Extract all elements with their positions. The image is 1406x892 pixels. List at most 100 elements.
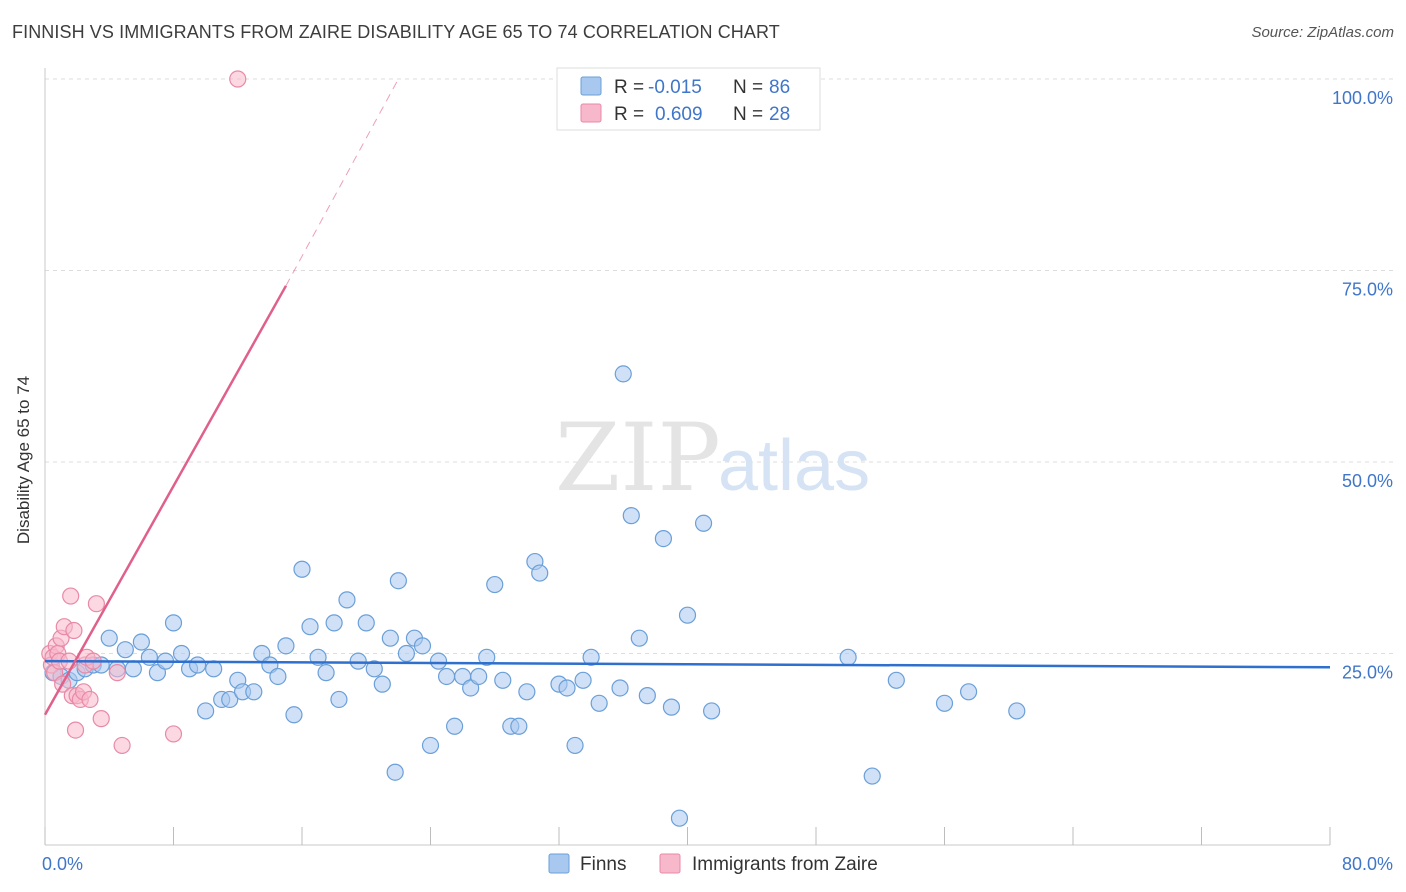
finns-point bbox=[293, 560, 311, 578]
zaire-point bbox=[92, 710, 110, 728]
zaire-point bbox=[81, 690, 99, 709]
legend-finns-r-value: -0.015 bbox=[648, 77, 702, 98]
zaire-point bbox=[65, 621, 83, 640]
finns-trend-line bbox=[44, 659, 1331, 669]
data-points bbox=[41, 70, 1026, 827]
finns-point bbox=[397, 644, 416, 663]
zaire-point bbox=[229, 70, 247, 88]
finns-point bbox=[611, 679, 629, 697]
x-tick-label: 80.0% bbox=[1342, 854, 1393, 874]
finns-point bbox=[518, 683, 536, 701]
finns-point bbox=[317, 664, 335, 682]
finns-point bbox=[221, 690, 239, 709]
finns-point bbox=[373, 675, 391, 693]
finns-point bbox=[301, 618, 319, 636]
bottom-legend-finns: Finns bbox=[580, 854, 626, 875]
bottom-legend-finns-swatch bbox=[548, 853, 570, 874]
chart-title: FINNISH VS IMMIGRANTS FROM ZAIRE DISABIL… bbox=[12, 22, 780, 42]
finns-point bbox=[959, 683, 978, 701]
trend-lines bbox=[43, 78, 1331, 716]
finns-point bbox=[638, 687, 656, 705]
finns-point bbox=[245, 683, 263, 701]
finns-point bbox=[325, 614, 343, 632]
finns-point bbox=[582, 648, 600, 666]
finns-point bbox=[429, 652, 448, 670]
bottom-legend-zaire-swatch bbox=[659, 853, 681, 874]
finns-point bbox=[478, 648, 496, 666]
zaire-trend-line bbox=[43, 285, 288, 716]
finns-point bbox=[622, 507, 640, 525]
legend-finns-n-value: 86 bbox=[769, 77, 790, 98]
y-tick-label: 100.0% bbox=[1332, 88, 1393, 108]
finns-point bbox=[887, 671, 905, 689]
legend-finns-r-label: R = bbox=[614, 77, 644, 98]
finns-point bbox=[702, 702, 721, 720]
finns-point bbox=[630, 629, 648, 647]
finns-point bbox=[421, 736, 440, 755]
bottom-legend: Finns Immigrants from Zaire bbox=[548, 853, 878, 875]
finns-point bbox=[386, 763, 404, 781]
zaire-point bbox=[164, 725, 183, 743]
zaire-trend-extension bbox=[285, 78, 399, 287]
finns-point bbox=[531, 564, 549, 582]
finns-point bbox=[662, 698, 681, 716]
finns-point bbox=[445, 717, 464, 735]
finns-point bbox=[678, 606, 697, 624]
finns-point bbox=[164, 614, 183, 632]
finns-point bbox=[486, 575, 504, 594]
finns-point bbox=[188, 656, 207, 674]
zaire-point bbox=[62, 587, 80, 605]
grid-lines bbox=[45, 78, 1393, 654]
y-tick-label: 75.0% bbox=[1342, 280, 1393, 300]
legend-zaire-n-label: N = bbox=[733, 104, 763, 125]
finns-point bbox=[437, 667, 456, 686]
finns-point bbox=[935, 694, 954, 712]
legend-finns-swatch bbox=[580, 76, 602, 96]
finns-point bbox=[357, 614, 375, 632]
bottom-legend-zaire: Immigrants from Zaire bbox=[692, 854, 878, 875]
finns-point bbox=[566, 736, 584, 755]
legend: R = -0.015 N = 86 R = 0.609 N = 28 bbox=[556, 67, 821, 131]
finns-point bbox=[172, 644, 191, 663]
finns-point bbox=[614, 365, 632, 383]
watermark: ZIP atlas bbox=[555, 404, 870, 513]
finns-point bbox=[654, 529, 673, 548]
finns-point bbox=[413, 637, 432, 655]
finns-point bbox=[124, 660, 142, 678]
finns-point bbox=[670, 809, 689, 827]
finns-point bbox=[277, 637, 295, 655]
finns-point bbox=[269, 667, 287, 686]
finns-point bbox=[494, 671, 512, 689]
finns-point bbox=[100, 629, 118, 647]
y-tick-label: 50.0% bbox=[1342, 471, 1393, 491]
finns-point bbox=[470, 667, 488, 686]
finns-point bbox=[590, 694, 608, 712]
tick-labels: 25.0% 50.0% 75.0% 100.0% 0.0% 80.0% bbox=[42, 88, 1393, 874]
legend-zaire-n-value: 28 bbox=[769, 104, 790, 125]
finns-point bbox=[1008, 702, 1026, 720]
legend-zaire-swatch bbox=[580, 103, 602, 123]
zaire-point bbox=[113, 736, 131, 755]
finns-point bbox=[558, 679, 576, 697]
zaire-point bbox=[108, 664, 126, 682]
finns-point bbox=[330, 690, 348, 709]
finns-point bbox=[574, 671, 592, 689]
finns-point bbox=[132, 633, 150, 651]
finns-point bbox=[365, 660, 383, 678]
finns-point bbox=[381, 629, 399, 647]
zaire-point bbox=[66, 721, 85, 739]
finns-point bbox=[338, 591, 356, 609]
finns-point bbox=[116, 641, 134, 659]
finns-point bbox=[349, 652, 367, 670]
legend-zaire-r-label: R = bbox=[614, 104, 644, 125]
finns-point bbox=[197, 702, 215, 720]
finns-point bbox=[510, 717, 528, 735]
zaire-point bbox=[87, 595, 106, 613]
finns-point bbox=[863, 767, 881, 785]
finns-point bbox=[694, 514, 713, 532]
finns-point bbox=[389, 572, 407, 590]
x-tick-label: 0.0% bbox=[42, 854, 83, 874]
y-tick-label: 25.0% bbox=[1342, 663, 1393, 683]
axes bbox=[44, 68, 1331, 846]
